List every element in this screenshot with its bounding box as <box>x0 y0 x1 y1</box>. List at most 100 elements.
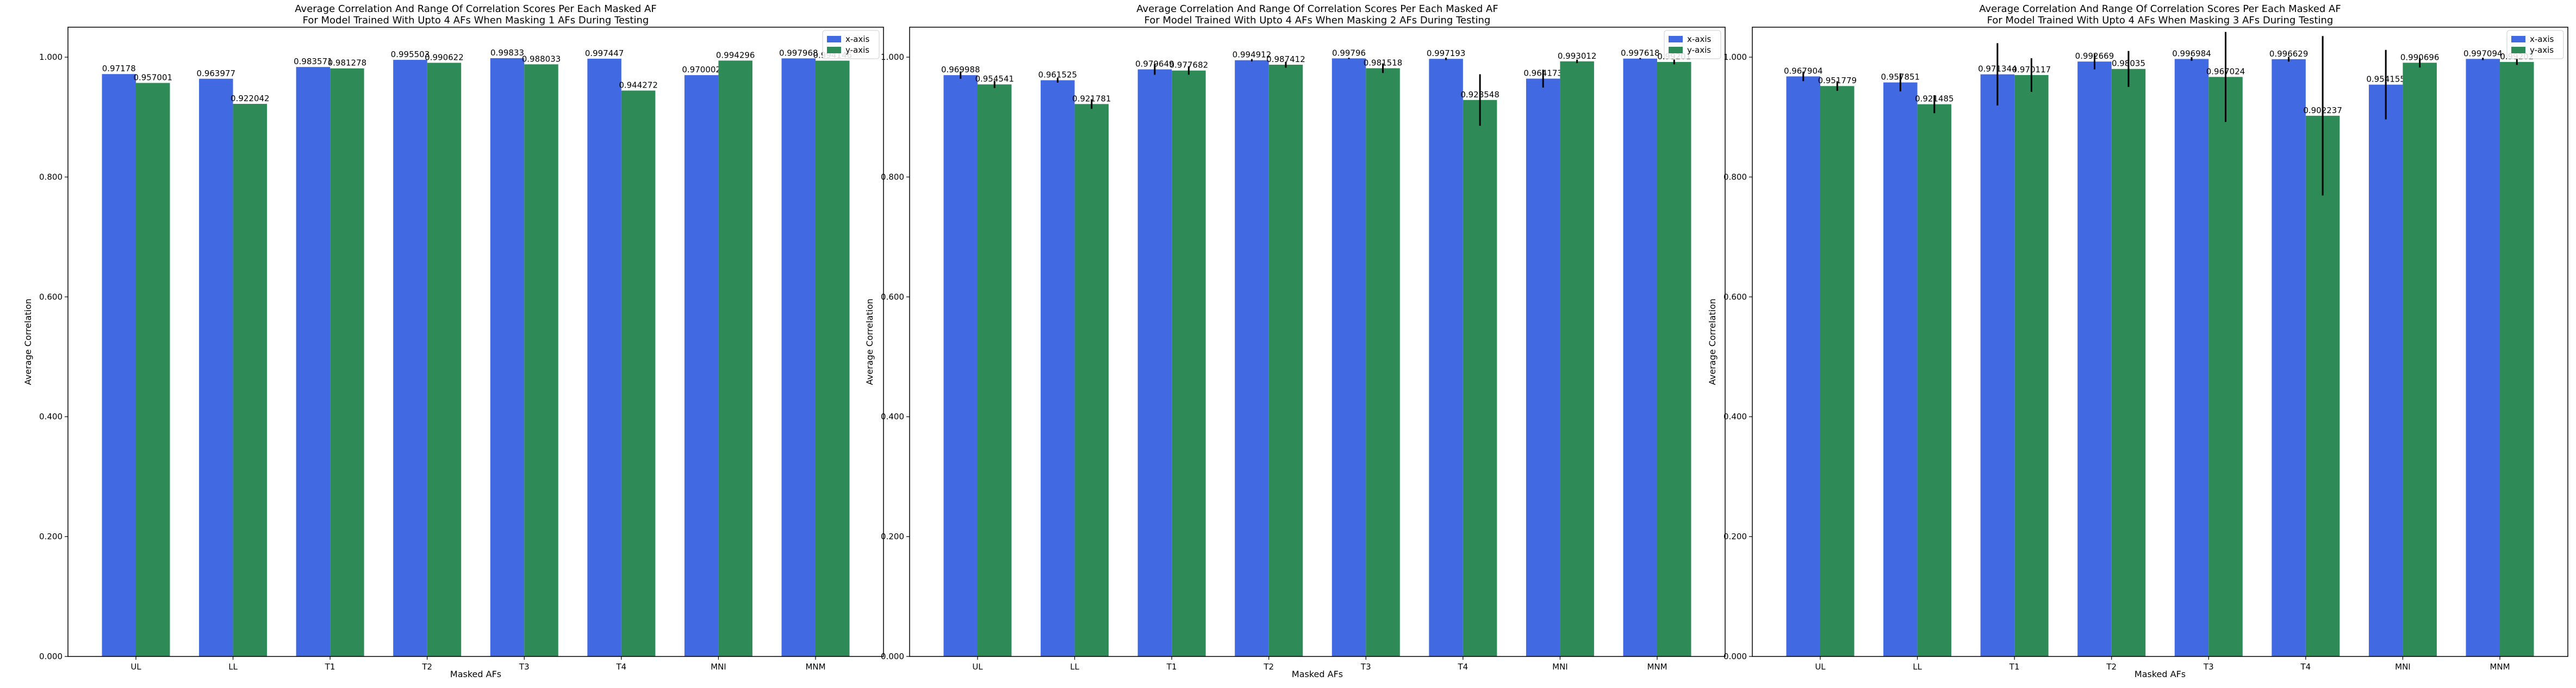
bar-y-axis-T2 <box>1268 64 1303 656</box>
bar-y-axis-MNI <box>1560 61 1594 656</box>
bar-x-axis-LL <box>199 78 233 656</box>
y-tick-label-0.400: 0.400 <box>1723 412 1747 422</box>
y-tick-label-0.200: 0.200 <box>881 532 904 542</box>
bar-x-axis-MNI <box>2368 84 2403 656</box>
bar-y-axis-T3 <box>1366 68 1400 656</box>
x-tick-label-UL: UL <box>130 662 141 672</box>
bar-y-axis-MNI <box>2403 63 2437 656</box>
legend-swatch-x-axis <box>2511 36 2525 42</box>
chart-panel-2: Average Correlation And Range Of Correla… <box>864 3 1726 679</box>
data-label-x-axis-T1: 0.979649 <box>1135 59 1174 69</box>
y-axis-label: Average Correlation <box>1707 299 1718 385</box>
data-label-y-axis-T2: 0.98035 <box>2112 59 2145 69</box>
bar-x-axis-T3 <box>2174 59 2209 656</box>
bar-y-axis-LL <box>1074 104 1109 656</box>
bar-x-axis-T1 <box>1137 69 1172 656</box>
x-tick-label-T3: T3 <box>1360 662 1371 672</box>
data-label-x-axis-T2: 0.994912 <box>1233 50 1272 60</box>
x-tick-label-LL: LL <box>228 662 238 672</box>
bar-x-axis-T2 <box>2077 61 2112 656</box>
bar-y-axis-T1 <box>2014 75 2049 657</box>
data-label-x-axis-MNM: 0.997968 <box>779 48 818 58</box>
bar-y-axis-T2 <box>2111 69 2146 656</box>
data-label-y-axis-T4: 0.944272 <box>619 80 658 90</box>
data-label-y-axis-T2: 0.990622 <box>425 52 464 62</box>
data-label-y-axis-T2: 0.987412 <box>1266 54 1305 64</box>
data-label-x-axis-UL: 0.969988 <box>941 65 980 75</box>
y-tick-label-0.800: 0.800 <box>1723 172 1747 182</box>
x-axis-label: Masked AFs <box>2135 669 2186 679</box>
legend-swatch-x-axis <box>1669 36 1683 42</box>
data-label-x-axis-T3: 0.99796 <box>1332 48 1366 58</box>
data-label-x-axis-T1: 0.971344 <box>1978 64 2017 74</box>
data-label-x-axis-T2: 0.995503 <box>391 49 430 59</box>
x-tick-label-T1: T1 <box>1166 662 1177 672</box>
y-axis-label: Average Correlation <box>864 299 875 385</box>
x-tick-label-T2: T2 <box>2106 662 2117 672</box>
bar-x-axis-T4 <box>587 58 621 656</box>
data-label-y-axis-T4: 0.902237 <box>2303 106 2342 115</box>
data-label-x-axis-T3: 0.996984 <box>2172 48 2211 58</box>
data-label-y-axis-UL: 0.954541 <box>975 74 1014 84</box>
bar-y-axis-T1 <box>330 68 364 656</box>
data-label-y-axis-LL: 0.921485 <box>1915 94 1954 104</box>
y-tick-label-0.400: 0.400 <box>39 412 63 422</box>
legend-label-x-axis: x-axis <box>845 34 870 44</box>
bar-x-axis-T3 <box>490 58 525 656</box>
data-label-y-axis-LL: 0.922042 <box>231 94 270 103</box>
bar-x-axis-T1 <box>296 67 331 656</box>
data-label-y-axis-MNI: 0.994296 <box>716 50 755 60</box>
data-label-y-axis-UL: 0.951779 <box>1818 76 1857 85</box>
bar-x-axis-LL <box>1883 82 1918 656</box>
legend-swatch-y-axis <box>827 47 841 53</box>
bar-x-axis-MNM <box>1623 58 1657 657</box>
legend-label-x-axis: x-axis <box>2530 34 2554 44</box>
data-label-y-axis-T4: 0.928548 <box>1460 90 1499 100</box>
legend-swatch-y-axis <box>1669 47 1683 53</box>
data-label-x-axis-MNI: 0.970002 <box>682 65 721 75</box>
bar-x-axis-MNM <box>2466 59 2500 657</box>
bar-y-axis-T4 <box>621 90 656 656</box>
bar-x-axis-T2 <box>1235 60 1269 656</box>
bar-y-axis-UL <box>136 83 170 656</box>
legend-swatch-y-axis <box>2511 47 2525 53</box>
bar-x-axis-MNM <box>781 58 816 656</box>
data-label-x-axis-LL: 0.957851 <box>1881 72 1920 82</box>
bar-y-axis-UL <box>1820 86 1855 656</box>
y-tick-label-0.800: 0.800 <box>39 172 63 182</box>
data-label-x-axis-T4: 0.997193 <box>1427 48 1466 58</box>
legend-label-y-axis: y-axis <box>1687 45 1711 55</box>
x-axis-label: Masked AFs <box>450 669 501 679</box>
x-tick-label-T4: T4 <box>615 662 626 672</box>
axes-frame <box>909 27 1726 657</box>
legend-swatch-x-axis <box>827 36 841 42</box>
y-tick-label-0.000: 0.000 <box>39 652 63 661</box>
x-axis-label: Masked AFs <box>1292 669 1343 679</box>
data-label-x-axis-LL: 0.963977 <box>197 69 236 78</box>
x-tick-label-T4: T4 <box>1457 662 1468 672</box>
data-label-y-axis-T3: 0.981518 <box>1364 58 1403 67</box>
data-label-x-axis-T2: 0.992669 <box>2075 51 2114 61</box>
axes-frame <box>1752 27 2568 657</box>
bar-x-axis-MNI <box>1526 78 1560 656</box>
y-tick-label-0.600: 0.600 <box>1723 292 1747 302</box>
bar-y-axis-T3 <box>2208 77 2243 657</box>
bar-y-axis-T1 <box>1172 70 1206 657</box>
data-label-x-axis-T4: 0.996629 <box>2269 49 2309 59</box>
data-label-y-axis-LL: 0.921781 <box>1072 94 1111 103</box>
data-label-x-axis-UL: 0.967904 <box>1784 66 1823 76</box>
x-tick-label-MNM: MNM <box>2490 662 2510 672</box>
axes-frame <box>67 27 884 657</box>
x-tick-label-UL: UL <box>972 662 983 672</box>
bar-y-axis-MNM <box>1657 61 1691 657</box>
x-tick-label-T3: T3 <box>2203 662 2214 672</box>
bar-y-axis-T4 <box>2305 115 2340 657</box>
y-tick-label-0.200: 0.200 <box>39 532 63 542</box>
bar-y-axis-T2 <box>427 63 462 656</box>
bar-x-axis-T2 <box>393 60 427 656</box>
data-label-y-axis-T1: 0.977682 <box>1169 60 1209 70</box>
legend-label-y-axis: y-axis <box>845 45 869 55</box>
bar-y-axis-LL <box>1917 104 1952 656</box>
